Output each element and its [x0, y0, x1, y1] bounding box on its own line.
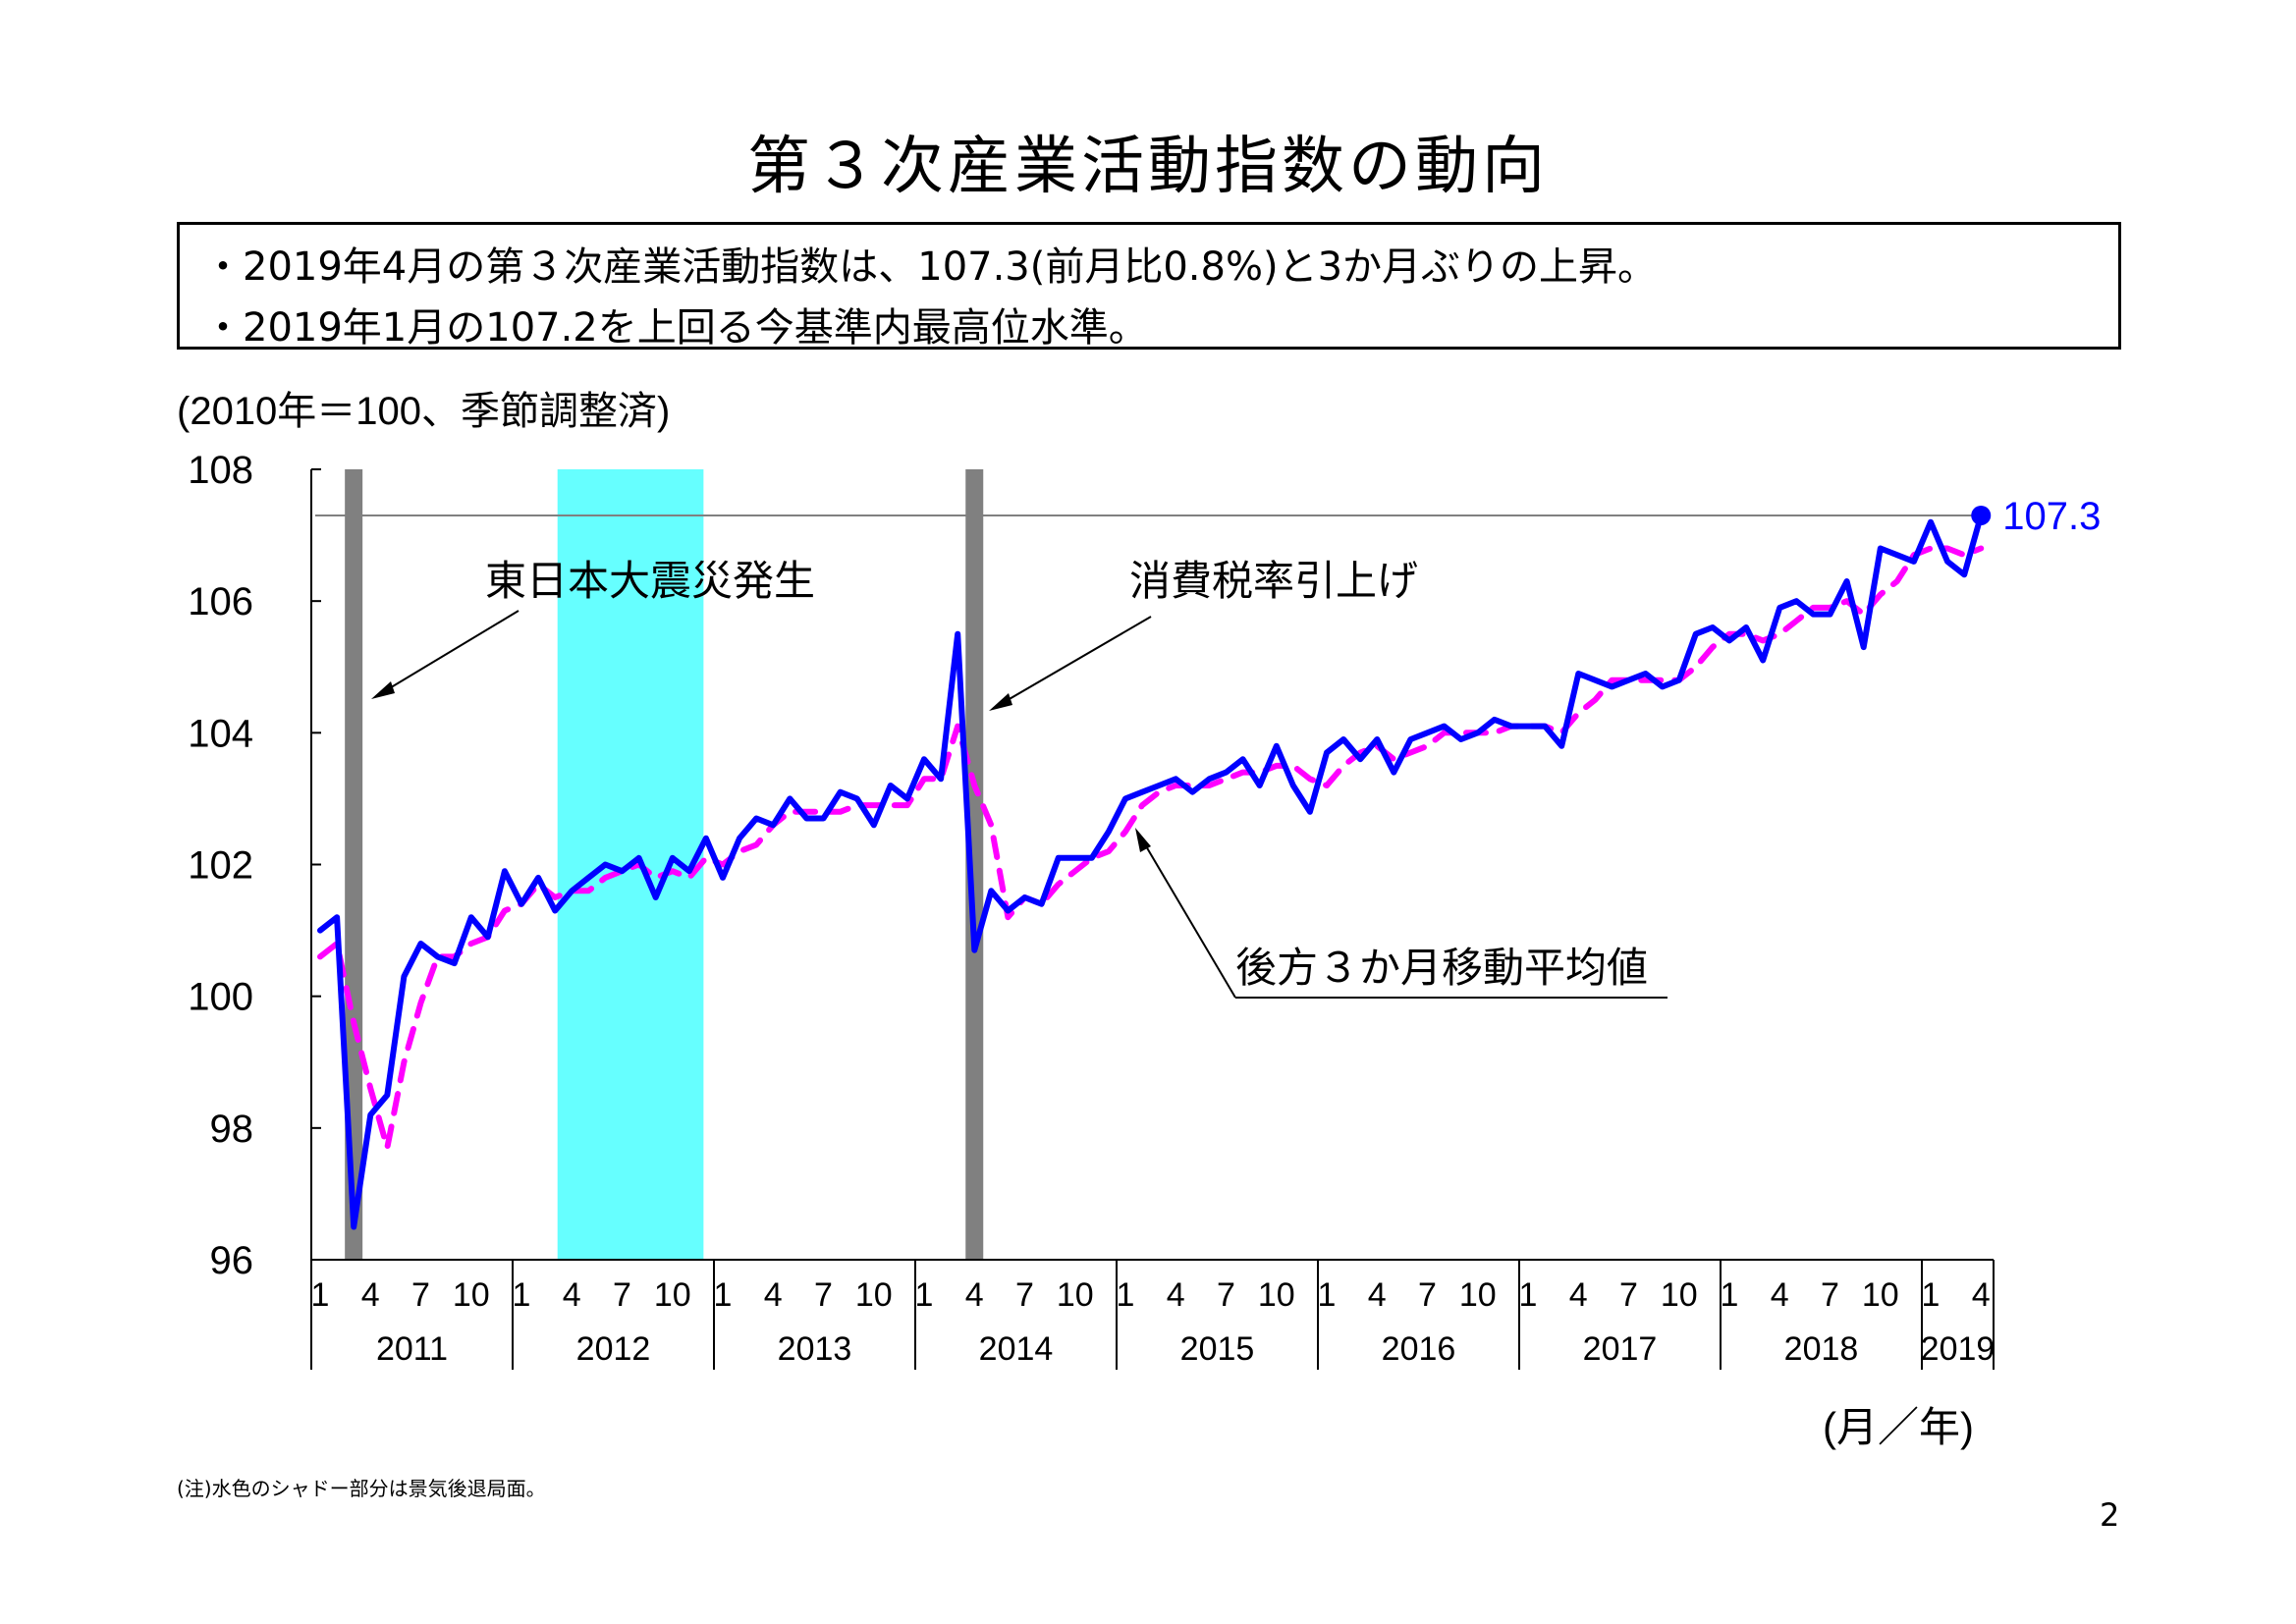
month-tick-label: 4 [1771, 1276, 1789, 1314]
arrow-earthquake [377, 610, 519, 696]
y-tick-label-100: 100 [188, 976, 253, 1019]
arrowhead-moving-average [1135, 828, 1151, 852]
month-tick-label: 10 [1459, 1276, 1497, 1314]
series-layer [317, 505, 1992, 1230]
year-label-2014: 2014 [979, 1330, 1054, 1368]
month-tick-label: 10 [1258, 1276, 1295, 1314]
event-label-earthquake: 東日本大震災発生 [485, 558, 815, 604]
event-bar-2 [965, 469, 984, 1260]
month-tick-label: 7 [1619, 1276, 1638, 1314]
arrowhead-tax-hike [989, 693, 1012, 711]
month-tick-label: 10 [1862, 1276, 1899, 1314]
x-axis-label: (月／年) [1823, 1404, 1974, 1450]
y-tick-label-108: 108 [188, 449, 253, 492]
month-tick-label: 7 [1217, 1276, 1235, 1314]
event-label-tax-hike: 消費税率引上げ [1129, 558, 1418, 604]
year-label-2013: 2013 [778, 1330, 852, 1368]
summary-line-1: ・2019年4月の第３次産業活動指数は、107.3(前月比0.8%)と3か月ぶり… [203, 244, 1658, 290]
month-tick-label: 7 [1418, 1276, 1437, 1314]
year-label-2015: 2015 [1180, 1330, 1255, 1368]
month-tick-label: 1 [311, 1276, 330, 1314]
month-tick-label: 4 [1368, 1276, 1387, 1314]
arrow-tax-hike [995, 616, 1152, 708]
month-tick-label: 1 [1117, 1276, 1135, 1314]
year-label-2019: 2019 [1921, 1330, 1995, 1368]
moving-average-label: 後方３か月移動平均値 [1235, 945, 1648, 991]
month-tick-label: 1 [714, 1276, 733, 1314]
y-tick-label-98: 98 [210, 1108, 254, 1151]
month-tick-label: 1 [1519, 1276, 1538, 1314]
y-tick-label-102: 102 [188, 844, 253, 888]
month-tick-label: 4 [1167, 1276, 1185, 1314]
page-number: 2 [2100, 1496, 2120, 1534]
month-tick-label: 10 [1057, 1276, 1094, 1314]
month-tick-label: 7 [1015, 1276, 1034, 1314]
year-label-2012: 2012 [576, 1330, 651, 1368]
y-tick-label-96: 96 [210, 1239, 254, 1282]
month-tick-label: 4 [563, 1276, 581, 1314]
month-tick-label: 4 [1972, 1276, 1991, 1314]
month-tick-label: 10 [855, 1276, 893, 1314]
latest-point-marker [1971, 505, 1992, 525]
month-tick-label: 4 [764, 1276, 783, 1314]
y-unit-label: (2010年＝100、季節調整済) [177, 390, 670, 433]
month-tick-label: 4 [1569, 1276, 1588, 1314]
axes-layer [310, 468, 1995, 1370]
year-label-2011: 2011 [376, 1330, 448, 1368]
month-tick-label: 1 [513, 1276, 531, 1314]
year-label-2017: 2017 [1583, 1330, 1658, 1368]
month-tick-label: 10 [1661, 1276, 1698, 1314]
month-tick-label: 1 [1318, 1276, 1337, 1314]
month-tick-label: 4 [965, 1276, 984, 1314]
moving-average-line [317, 545, 1985, 1151]
latest-value-label: 107.3 [2002, 495, 2101, 538]
y-tick-label-104: 104 [188, 712, 253, 755]
page-title: 第３次産業活動指数の動向 [747, 131, 1549, 203]
month-tick-label: 10 [453, 1276, 490, 1314]
year-label-2018: 2018 [1784, 1330, 1859, 1368]
arrowhead-earthquake [371, 681, 395, 699]
footnote: (注)水色のシャドー部分は景気後退局面。 [177, 1477, 546, 1500]
month-tick-label: 1 [915, 1276, 934, 1314]
summary-box: ・2019年4月の第３次産業活動指数は、107.3(前月比0.8%)と3か月ぶり… [177, 222, 2121, 351]
event-bar-1 [345, 469, 363, 1260]
year-label-2016: 2016 [1382, 1330, 1456, 1368]
arrow-moving-average [1138, 834, 1236, 999]
month-tick-label: 7 [411, 1276, 430, 1314]
month-tick-label: 10 [654, 1276, 691, 1314]
month-tick-label: 7 [814, 1276, 833, 1314]
month-tick-label: 1 [1721, 1276, 1739, 1314]
month-tick-label: 4 [361, 1276, 380, 1314]
y-tick-label-106: 106 [188, 580, 253, 623]
index-line [317, 513, 1985, 1230]
summary-line-2: ・2019年1月の107.2を上回る今基準内最高位水準。 [203, 305, 1148, 351]
month-tick-label: 7 [1821, 1276, 1839, 1314]
month-tick-label: 7 [613, 1276, 631, 1314]
annotation-layer [315, 514, 1984, 999]
month-tick-label: 1 [1922, 1276, 1941, 1314]
